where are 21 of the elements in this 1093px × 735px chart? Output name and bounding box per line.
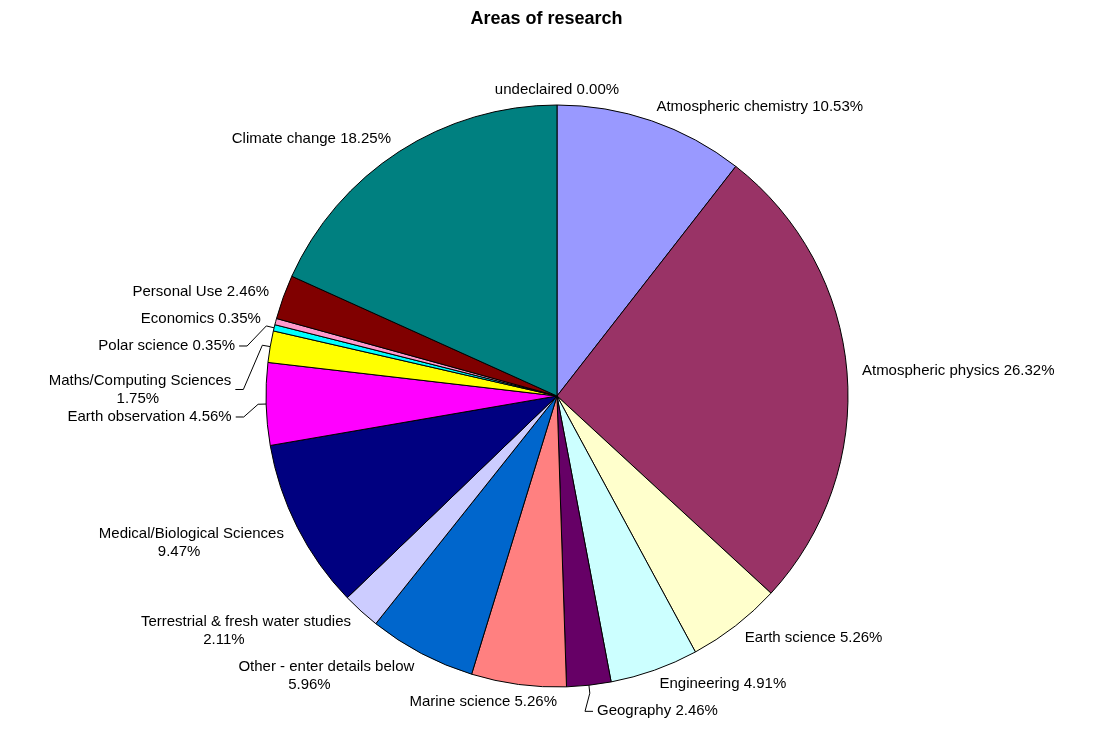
slice-label: Maths/Computing Sciences (48, 371, 232, 389)
chart-title: Areas of research (470, 8, 623, 28)
slice-label: Earth observation 4.56% (67, 406, 232, 424)
slice-label: Terrestrial & fresh water studies (140, 612, 351, 630)
slice-label: Personal Use 2.46% (132, 281, 270, 299)
slice-label: Medical/Biological Sciences (98, 524, 284, 542)
category-label: undeclaired 0.00% (494, 79, 620, 97)
slice-label: Atmospheric chemistry 10.53% (656, 96, 864, 114)
data-label: 2.11% (203, 630, 245, 648)
data-label: 1.75% (116, 389, 160, 407)
slice-label: Atmospheric physics 26.32% (861, 360, 1055, 378)
slice-label: Polar science 0.35% (98, 335, 236, 353)
slice-label: Climate change 18.25% (231, 128, 392, 146)
slice-label: Marine science 5.26% (409, 692, 557, 710)
slice-label: Geography 2.46% (597, 701, 718, 719)
slice-label: Earth science 5.26% (744, 627, 883, 645)
slice-label: Economics 0.35% (140, 308, 261, 326)
slice-label: Engineering 4.91% (659, 674, 787, 692)
data-label: 5.96% (288, 674, 331, 692)
data-label: 9.47% (157, 542, 201, 560)
slice-label: Other - enter details below (238, 656, 415, 674)
